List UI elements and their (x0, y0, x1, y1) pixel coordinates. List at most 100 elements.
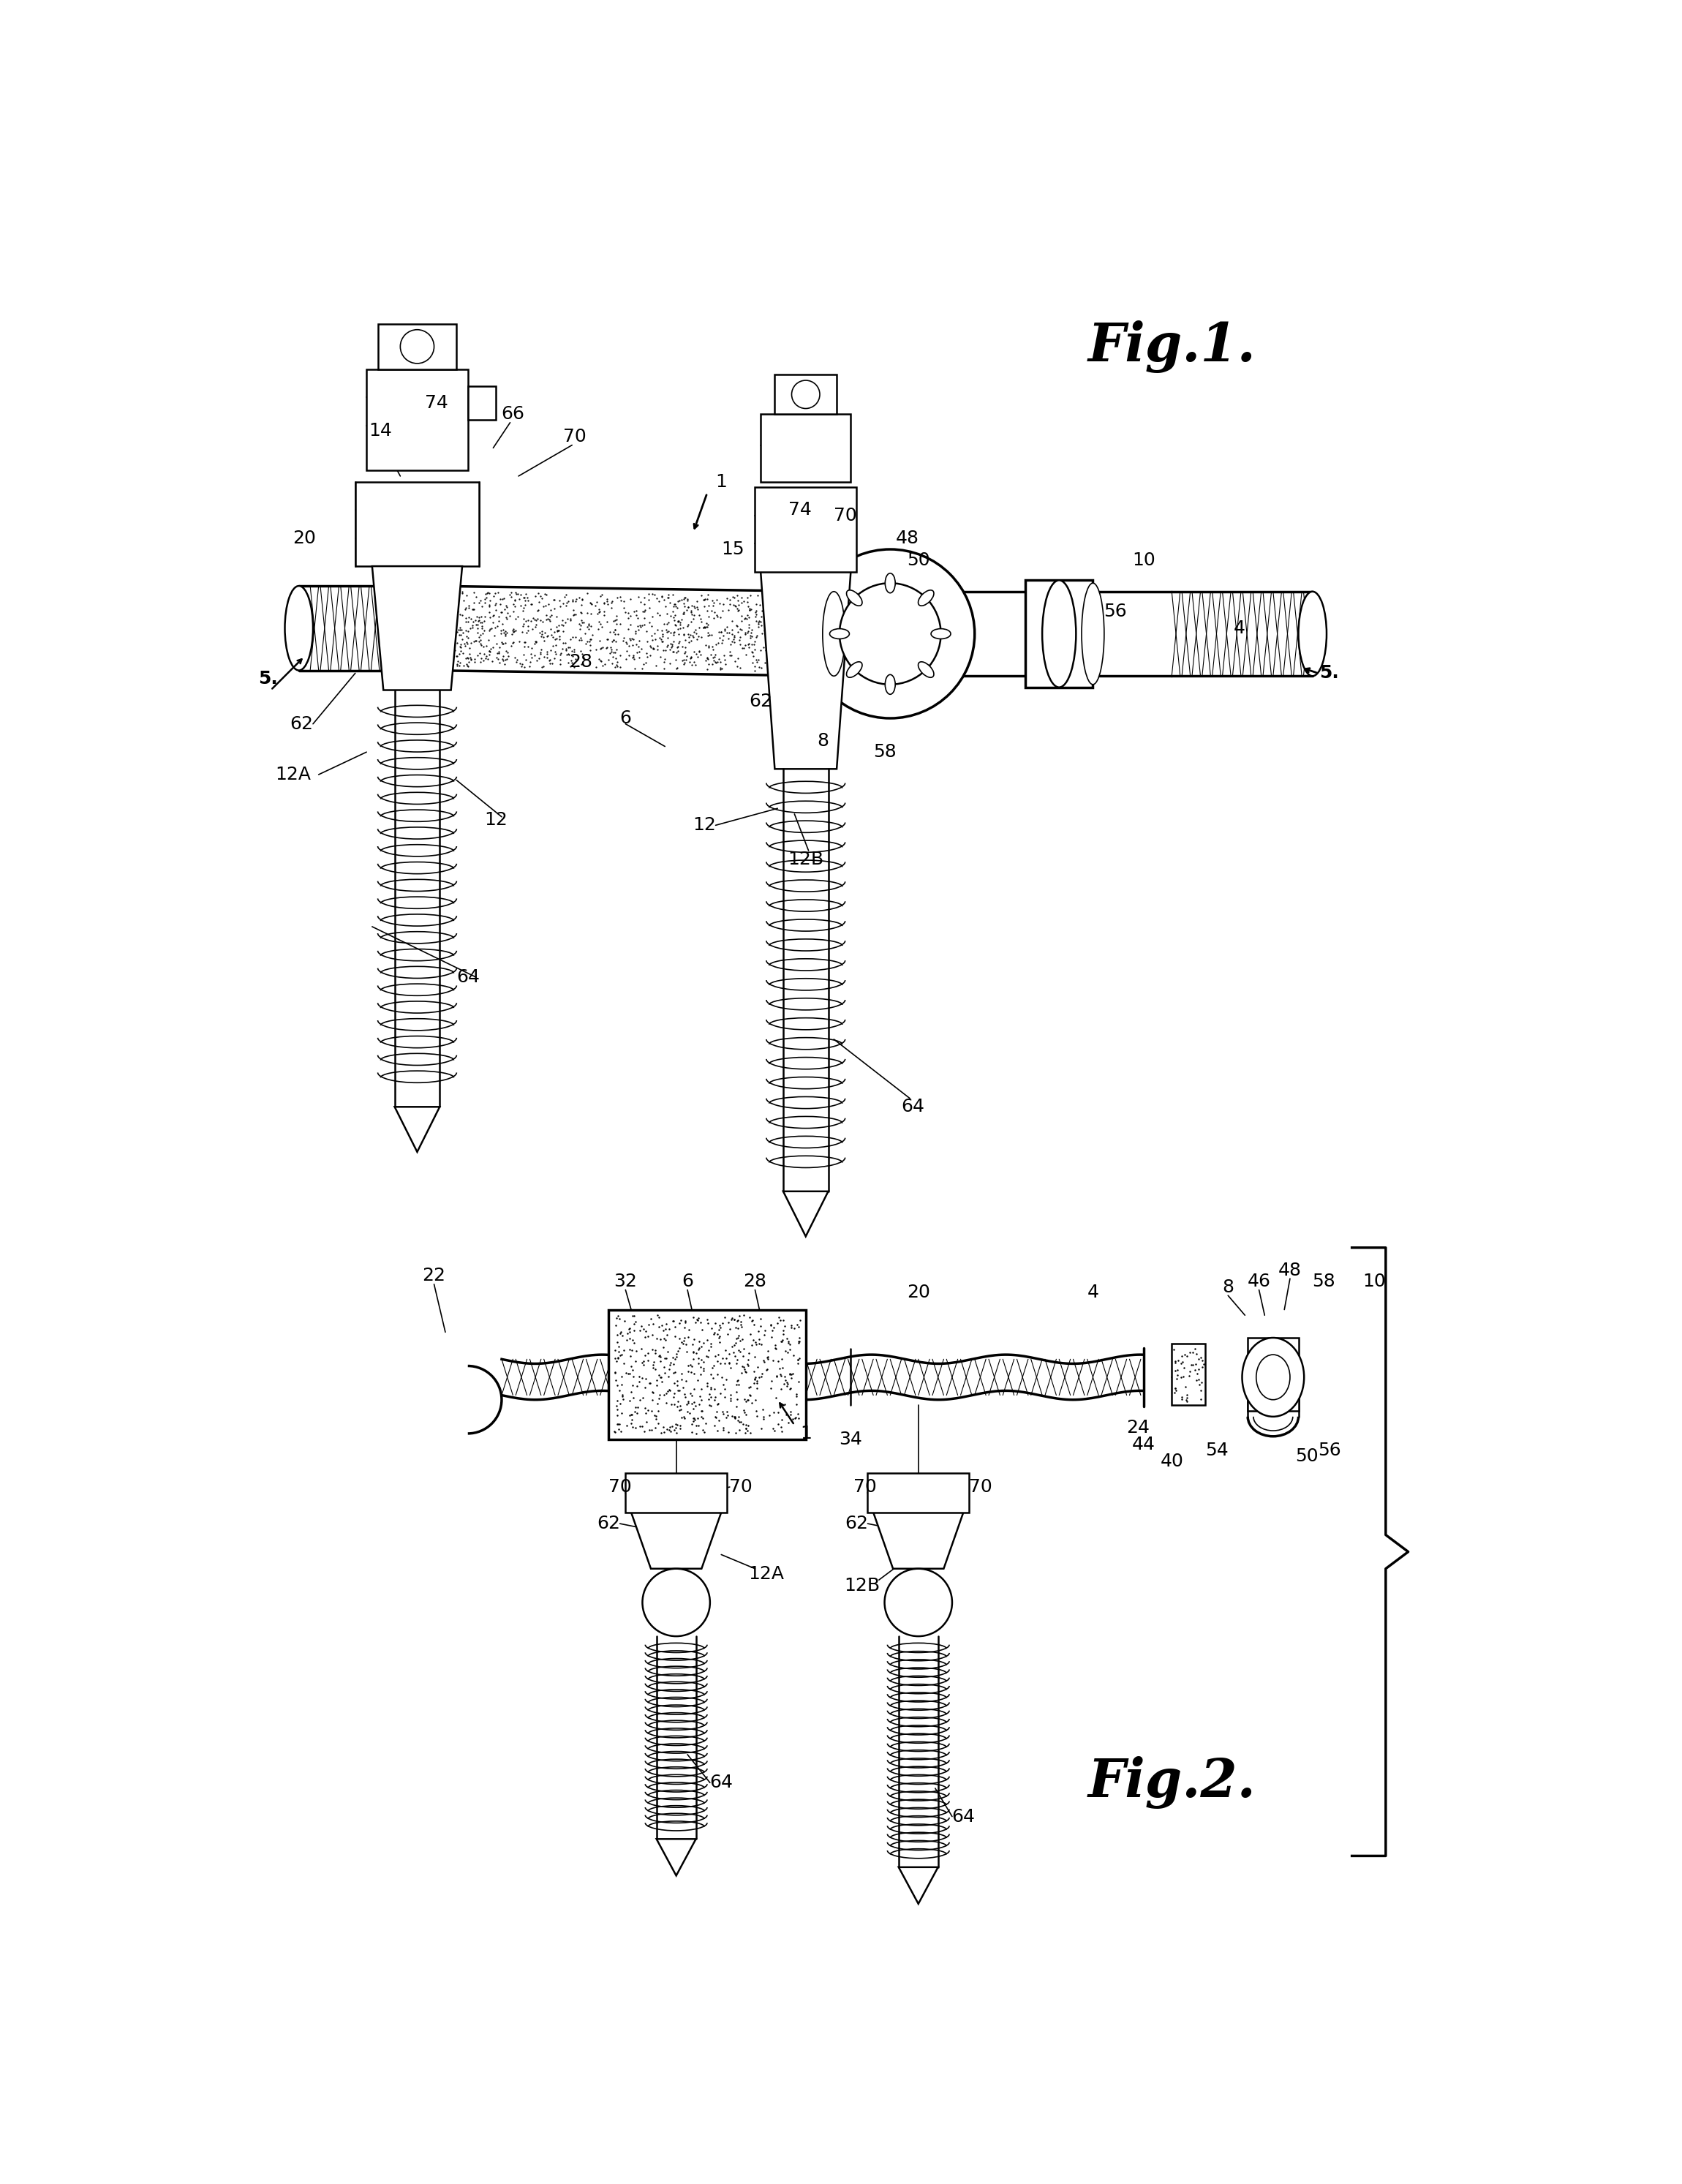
Circle shape (806, 550, 974, 719)
Text: 50: 50 (907, 553, 930, 570)
Ellipse shape (1299, 592, 1327, 677)
Ellipse shape (846, 590, 863, 605)
Polygon shape (784, 1190, 828, 1236)
Text: 28: 28 (569, 653, 592, 670)
Ellipse shape (932, 629, 950, 640)
Text: 28: 28 (743, 1273, 767, 1291)
Bar (1248, 1339, 1299, 1411)
Text: 62: 62 (844, 1516, 868, 1533)
Text: 14: 14 (368, 422, 392, 439)
Circle shape (792, 380, 819, 408)
Polygon shape (873, 1511, 964, 1568)
Bar (834, 592, 1172, 677)
Text: 56: 56 (1317, 1441, 1341, 1459)
Text: 8: 8 (1223, 1278, 1235, 1295)
Text: 34: 34 (839, 1431, 863, 1448)
Bar (378, 323, 456, 369)
Bar (367, 369, 468, 470)
Bar (868, 1472, 969, 1511)
Ellipse shape (1256, 1354, 1290, 1400)
Text: Fig.1.: Fig.1. (1088, 321, 1256, 373)
Text: 64: 64 (456, 968, 479, 987)
Text: 6: 6 (619, 710, 631, 727)
Circle shape (885, 1568, 952, 1636)
Text: 66: 66 (501, 406, 525, 424)
Text: Fig.2.: Fig.2. (1088, 1756, 1256, 1808)
Circle shape (400, 330, 434, 363)
Text: 12B: 12B (844, 1577, 880, 1594)
Text: 10: 10 (1362, 1273, 1386, 1291)
Text: 50: 50 (1295, 1448, 1319, 1465)
Text: 64: 64 (710, 1773, 733, 1791)
Text: 48: 48 (1278, 1262, 1302, 1280)
Text: 58: 58 (873, 743, 897, 760)
Text: 24: 24 (1127, 1420, 1150, 1437)
Ellipse shape (829, 629, 849, 640)
Text: 70: 70 (563, 428, 587, 446)
Text: 70: 70 (834, 507, 856, 524)
Text: 70: 70 (969, 1479, 992, 1496)
Bar (609, 1310, 806, 1439)
Circle shape (643, 1568, 710, 1636)
Text: 54: 54 (1206, 1441, 1228, 1459)
Text: 12A: 12A (276, 767, 311, 784)
Text: 8: 8 (817, 732, 829, 749)
Ellipse shape (885, 572, 895, 592)
Text: 4: 4 (1233, 620, 1245, 638)
Ellipse shape (846, 662, 863, 677)
Bar (626, 1472, 727, 1511)
Text: 10: 10 (1132, 553, 1156, 570)
Text: 1: 1 (801, 1424, 811, 1441)
Text: 5.: 5. (257, 670, 278, 688)
Text: 40: 40 (1161, 1452, 1184, 1470)
Polygon shape (395, 1107, 439, 1151)
Text: 62: 62 (597, 1516, 621, 1533)
Text: 64: 64 (952, 1808, 976, 1826)
Ellipse shape (284, 585, 313, 670)
Ellipse shape (1043, 581, 1076, 688)
Text: 5.: 5. (1320, 664, 1339, 681)
Text: 15: 15 (722, 539, 743, 559)
Polygon shape (656, 1839, 696, 1876)
Text: 20: 20 (907, 1284, 930, 1302)
Ellipse shape (1082, 583, 1103, 684)
Text: 32: 32 (614, 1273, 637, 1291)
Text: 12: 12 (693, 817, 717, 834)
Text: 20: 20 (293, 529, 316, 546)
Text: 1: 1 (715, 474, 727, 491)
Bar (1026, 581, 1093, 688)
Text: 12B: 12B (787, 850, 824, 867)
Ellipse shape (885, 675, 895, 695)
Bar (468, 387, 496, 419)
Polygon shape (898, 1867, 939, 1904)
Bar (1172, 1343, 1206, 1404)
Text: 70: 70 (730, 1479, 752, 1496)
Text: 74: 74 (426, 393, 449, 411)
Ellipse shape (424, 585, 444, 670)
Text: 62: 62 (748, 692, 772, 710)
Polygon shape (631, 1511, 722, 1568)
Ellipse shape (822, 592, 844, 677)
Ellipse shape (918, 590, 934, 605)
Ellipse shape (1241, 1339, 1304, 1417)
Bar (355, 483, 479, 566)
Bar (755, 487, 856, 572)
Text: 6: 6 (681, 1273, 693, 1291)
Polygon shape (760, 572, 851, 769)
Ellipse shape (918, 662, 934, 677)
Text: 22: 22 (422, 1267, 446, 1284)
Bar (775, 376, 836, 415)
Text: 70: 70 (609, 1479, 631, 1496)
Text: 44: 44 (1132, 1437, 1156, 1455)
Text: 4: 4 (1087, 1284, 1098, 1302)
Text: 12: 12 (484, 810, 508, 828)
Text: 56: 56 (1103, 603, 1127, 620)
Text: 62: 62 (289, 714, 313, 732)
Text: 64: 64 (902, 1099, 925, 1116)
Text: 46: 46 (1248, 1273, 1270, 1291)
Text: 58: 58 (1312, 1273, 1336, 1291)
Text: 12A: 12A (748, 1566, 784, 1583)
Circle shape (839, 583, 940, 684)
Bar (760, 415, 851, 483)
Text: 70: 70 (853, 1479, 876, 1496)
